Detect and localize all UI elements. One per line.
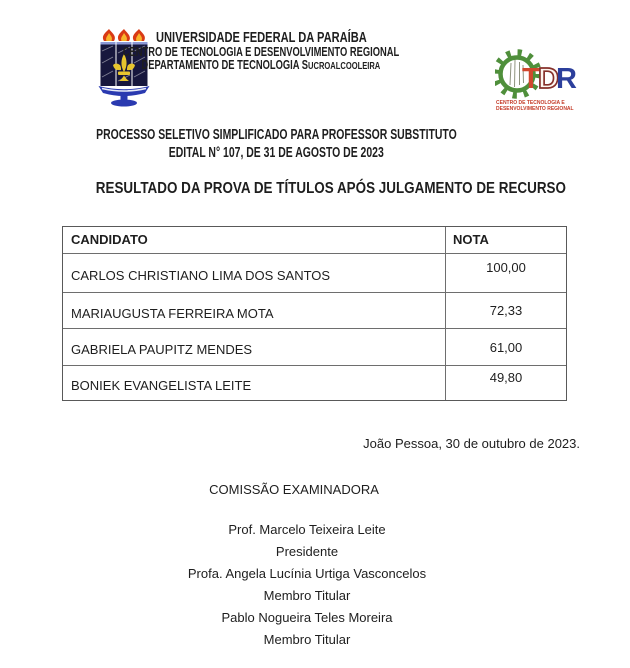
table-header-row: CANDIDATO NOTA bbox=[63, 227, 566, 253]
department-name: DEPARTAMENTO DE TECNOLOGIA SUCROALCOOLEI… bbox=[141, 57, 381, 73]
candidate-name-cell: MARIAUGUSTA FERREIRA MOTA bbox=[63, 293, 446, 328]
dateline: João Pessoa, 30 de outubro de 2023. bbox=[363, 436, 580, 451]
candidate-name-cell: BONIEK EVANGELISTA LEITE bbox=[63, 366, 446, 400]
commission-member-name: Prof. Marcelo Teixeira Leite bbox=[228, 522, 386, 537]
nota-cell: 100,00 bbox=[486, 259, 526, 275]
commission-member-name: Pablo Nogueira Teles Moreira bbox=[221, 610, 393, 625]
results-table: CANDIDATO NOTA CARLOS CHRISTIANO LIMA DO… bbox=[62, 226, 567, 401]
letter-d: D bbox=[538, 63, 559, 95]
ctdr-logo: T D R CENTRO DE TECNOLOGIA E DESENVOLVIM… bbox=[495, 49, 577, 112]
nota-cell: 61,00 bbox=[489, 339, 523, 355]
fleur-de-lis-icon bbox=[113, 54, 135, 81]
commission-member-name: Profa. Angela Lucínia Urtiga Vasconcelos bbox=[187, 566, 427, 581]
university-name: UNIVERSIDADE FEDERAL DA PARAÍBA bbox=[155, 29, 367, 46]
letter-r: R bbox=[556, 63, 577, 95]
ufpb-crest-logo bbox=[98, 29, 150, 107]
header-candidato: CANDIDATO bbox=[63, 227, 446, 253]
commission-member-role: Membro Titular bbox=[263, 588, 351, 603]
result-title: RESULTADO DA PROVA DE TÍTULOS APÓS JULGA… bbox=[95, 180, 567, 197]
letter-t: T bbox=[522, 63, 540, 95]
table-row: BONIEK EVANGELISTA LEITE 49,80 bbox=[63, 365, 566, 400]
nota-cell: 49,80 bbox=[489, 369, 523, 385]
edital-number-line: EDITAL N° 107, DE 31 DE AGOSTO DE 2023 bbox=[168, 145, 384, 161]
table-row: MARIAUGUSTA FERREIRA MOTA 72,33 bbox=[63, 292, 566, 328]
flame-icons bbox=[102, 29, 145, 41]
ctdr-caption-line2: DESENVOLVIMENTO REGIONAL bbox=[496, 106, 574, 112]
institution-header: UNIVERSIDADE FEDERAL DA PARAÍBA CENTRO D… bbox=[61, 29, 461, 73]
sugarcane-art bbox=[509, 59, 524, 88]
center-name: CENTRO DE TECNOLOGIA E DESENVOLVIMENTO R… bbox=[122, 44, 400, 59]
table-row: GABRIELA PAUPITZ MENDES 61,00 bbox=[63, 328, 566, 365]
header-nota: NOTA bbox=[453, 232, 489, 247]
ctdr-caption-line1: CENTRO DE TECNOLOGIA E bbox=[496, 100, 565, 106]
crest-base bbox=[98, 86, 150, 107]
edital-title-block: PROCESSO SELETIVO SIMPLIFICADO PARA PROF… bbox=[26, 126, 526, 162]
candidate-name-cell: GABRIELA PAUPITZ MENDES bbox=[63, 329, 446, 365]
gear-icon bbox=[495, 49, 542, 99]
nota-cell: 72,33 bbox=[489, 303, 523, 318]
commission-member-role: Presidente bbox=[275, 544, 339, 559]
commission-title: COMISSÃO EXAMINADORA bbox=[209, 482, 379, 497]
commission-members: Prof. Marcelo Teixeira Leite Presidente … bbox=[0, 519, 614, 651]
table-row: CARLOS CHRISTIANO LIMA DOS SANTOS 100,00 bbox=[63, 253, 566, 292]
process-title-line: PROCESSO SELETIVO SIMPLIFICADO PARA PROF… bbox=[96, 127, 457, 143]
candidate-name-cell: CARLOS CHRISTIANO LIMA DOS SANTOS bbox=[63, 254, 446, 292]
commission-member-role: Membro Titular bbox=[263, 632, 351, 647]
